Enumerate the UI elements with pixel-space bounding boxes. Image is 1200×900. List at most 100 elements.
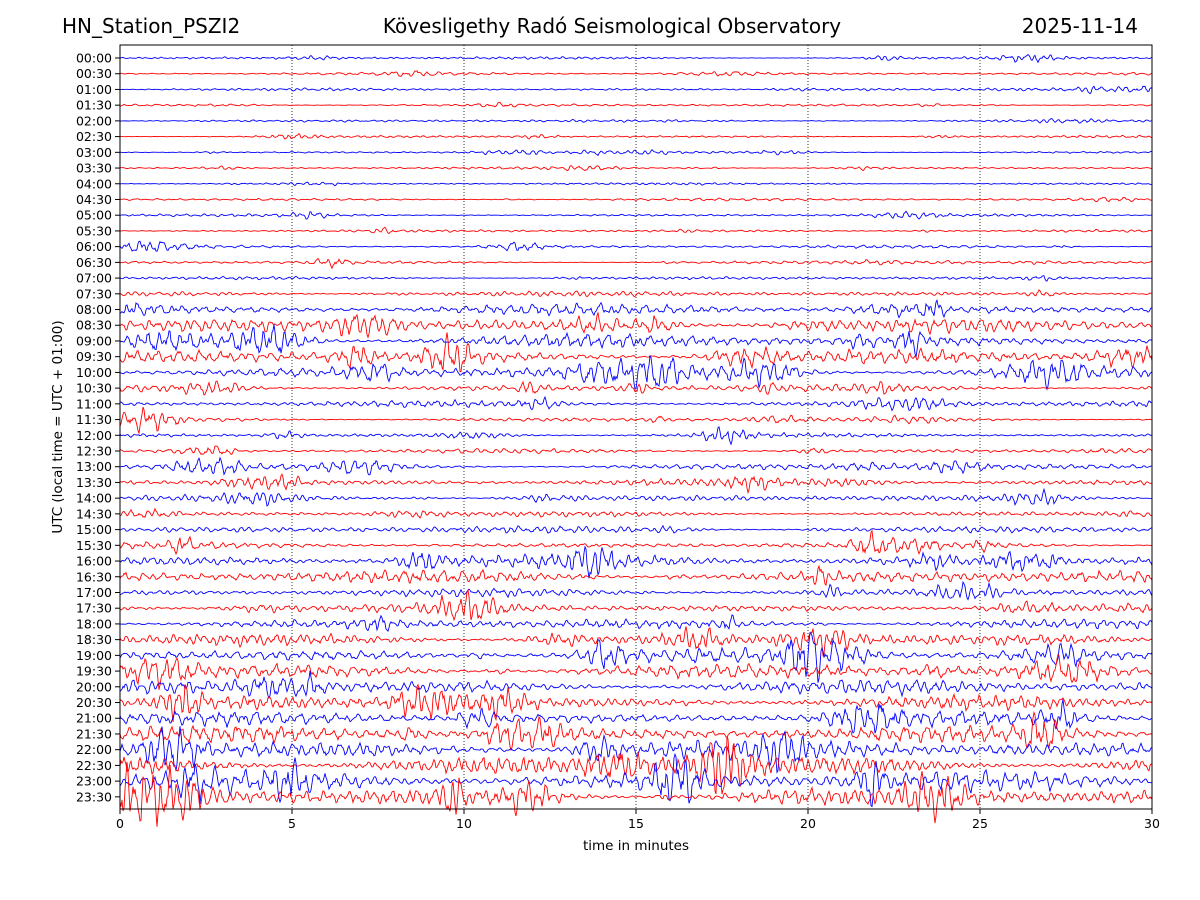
trace-1730 [119,589,1153,622]
trace-1930 [119,653,1153,690]
trace-2030 [119,683,1153,723]
y-tick-label: 17:30 [76,601,112,616]
trace-1830 [119,626,1153,657]
y-tick-label: 14:00 [76,491,112,506]
trace-1200 [119,426,1153,446]
trace-1500 [119,524,1153,534]
trace-1630 [119,564,1153,587]
trace-0530 [119,226,1153,234]
y-tick-label: 17:00 [76,585,112,600]
y-tick-label: 03:00 [76,145,112,160]
trace-1800 [119,614,1153,633]
y-tick-label: 16:30 [76,569,112,584]
y-tick-label: 23:00 [76,774,112,789]
trace-0930 [119,332,1153,373]
y-tick-label: 04:00 [76,176,112,191]
trace-0430 [119,196,1153,203]
y-tick-label: 23:30 [76,789,112,804]
y-tick-label: 02:30 [76,129,112,144]
trace-0900 [119,324,1153,358]
y-tick-label: 10:30 [76,381,112,396]
y-tick-label: 06:30 [76,255,112,270]
trace-0130 [119,101,1153,108]
y-tick-label: 20:30 [76,695,112,710]
y-tick-label: 19:30 [76,664,112,679]
trace-0400 [119,181,1153,187]
y-tick-label: 08:00 [76,302,112,317]
y-tick-label: 05:00 [76,208,112,223]
x-tick-label: 25 [972,816,988,831]
chart-title: Kövesligethy Radó Seismological Observat… [382,14,842,38]
y-tick-label: 09:30 [76,349,112,364]
trace-1600 [119,545,1153,579]
y-tick-label: 07:30 [76,286,112,301]
y-tick-label: 22:00 [76,742,112,757]
x-tick-label: 5 [288,816,296,831]
y-tick-label: 06:00 [76,239,112,254]
x-tick-label: 30 [1144,816,1160,831]
x-tick-label: 15 [628,816,644,831]
y-axis-label: UTC (local time = UTC + 01:00) [50,320,66,533]
y-tick-label: 02:00 [76,113,112,128]
y-tick-label: 00:00 [76,51,112,66]
trace-1430 [119,507,1153,519]
trace-1230 [119,445,1153,455]
trace-2000 [119,670,1153,699]
trace-1030 [119,380,1153,396]
y-tick-label: 09:00 [76,333,112,348]
trace-2100 [119,699,1153,734]
trace-1130 [119,406,1153,435]
x-axis-label: time in minutes [583,838,689,854]
trace-0030 [119,70,1153,78]
trace-0600 [119,240,1153,252]
trace-0300 [119,148,1153,157]
trace-1530 [119,529,1153,556]
y-tick-label: 11:00 [76,396,112,411]
y-tick-label: 05:30 [76,223,112,238]
y-tick-label: 18:00 [76,616,112,631]
trace-0800 [119,298,1153,319]
trace-0730 [119,288,1153,298]
y-tick-label: 18:30 [76,632,112,647]
trace-2230 [119,736,1153,795]
trace-1300 [119,456,1153,476]
y-tick-label: 04:30 [76,192,112,207]
trace-0200 [120,118,1153,124]
trace-1000 [119,354,1153,391]
trace-1400 [119,487,1153,507]
y-tick-label: 01:30 [76,98,112,113]
chart-date: 2025-11-14 [1021,14,1138,38]
y-tick-label: 10:00 [76,365,112,380]
y-tick-label: 03:30 [76,161,112,176]
trace-1700 [119,580,1153,601]
y-tick-label: 13:00 [76,459,112,474]
trace-0100 [119,85,1153,95]
y-tick-label: 19:00 [76,648,112,663]
trace-1900 [119,632,1153,683]
x-tick-label: 10 [456,816,472,831]
trace-0830 [119,311,1153,339]
x-tick-label: 0 [116,816,124,831]
trace-0000 [119,53,1153,64]
y-tick-label: 15:30 [76,538,112,553]
y-tick-label: 14:30 [76,506,112,521]
trace-0500 [119,210,1153,220]
y-tick-label: 22:30 [76,758,112,773]
trace-2200 [119,726,1153,774]
trace-2300 [119,752,1153,808]
y-tick-label: 11:30 [76,412,112,427]
trace-1330 [119,473,1153,495]
trace-0230 [119,132,1153,140]
y-tick-label: 12:30 [76,444,112,459]
y-tick-label: 21:30 [76,726,112,741]
trace-2130 [119,710,1153,752]
trace-0700 [119,275,1153,282]
trace-0330 [119,165,1153,172]
x-tick-label: 20 [800,816,816,831]
y-tick-label: 07:00 [76,271,112,286]
y-tick-label: 15:00 [76,522,112,537]
y-tick-label: 20:00 [76,679,112,694]
y-tick-label: 08:30 [76,318,112,333]
